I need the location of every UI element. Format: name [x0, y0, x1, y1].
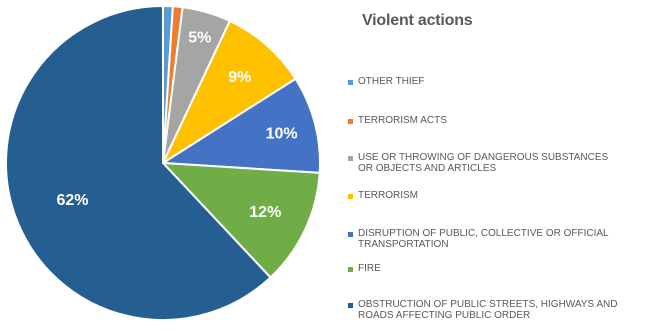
- legend-label: FIRE: [358, 263, 381, 274]
- chart-title: Violent actions: [362, 12, 473, 29]
- legend-swatch: [348, 119, 353, 124]
- legend-swatch: [348, 194, 353, 199]
- pie-slice-5: [159, 77, 321, 174]
- slice-data-label-3: 5%: [188, 29, 211, 46]
- legend-swatch: [348, 303, 353, 308]
- legend-item-2: TERRORISM ACTS: [348, 115, 670, 126]
- legend-swatch: [348, 156, 353, 161]
- slice-data-label-6: 12%: [249, 204, 281, 221]
- legend-item-7: OBSTRUCTION OF PUBLIC STREETS, HIGHWAYS …: [348, 299, 670, 321]
- pie-slice-4: [160, 19, 297, 166]
- pie-slice-6: [160, 161, 321, 279]
- legend-label: TERRORISM: [358, 190, 418, 201]
- legend-item-6: FIRE: [348, 263, 670, 274]
- legend-item-1: OTHER THIEF: [348, 76, 670, 87]
- slice-data-label-4: 9%: [228, 69, 251, 86]
- legend-label: OTHER THIEF: [358, 76, 425, 87]
- pie-slices: [5, 4, 321, 321]
- pie-data-labels: 5% 9% 10% 12% 62%: [56, 29, 297, 221]
- legend-item-3: USE OR THROWING OF DANGEROUS SUBSTANCES …: [348, 152, 670, 174]
- legend-label: OBSTRUCTION OF PUBLIC STREETS, HIGHWAYS …: [358, 299, 618, 321]
- legend-swatch: [348, 267, 353, 272]
- slice-data-label-7: 62%: [56, 192, 88, 209]
- legend-swatch: [348, 80, 353, 85]
- legend-label: DISRUPTION OF PUBLIC, COLLECTIVE OR OFFI…: [358, 228, 609, 250]
- legend-item-4: TERRORISM: [348, 190, 670, 201]
- pie-slice-7: [5, 4, 272, 321]
- legend-item-5: DISRUPTION OF PUBLIC, COLLECTIVE OR OFFI…: [348, 228, 670, 250]
- legend-label: TERRORISM ACTS: [358, 115, 447, 126]
- legend-label: USE OR THROWING OF DANGEROUS SUBSTANCES …: [358, 152, 609, 174]
- legend-swatch: [348, 232, 353, 237]
- slice-data-label-5: 10%: [266, 126, 298, 143]
